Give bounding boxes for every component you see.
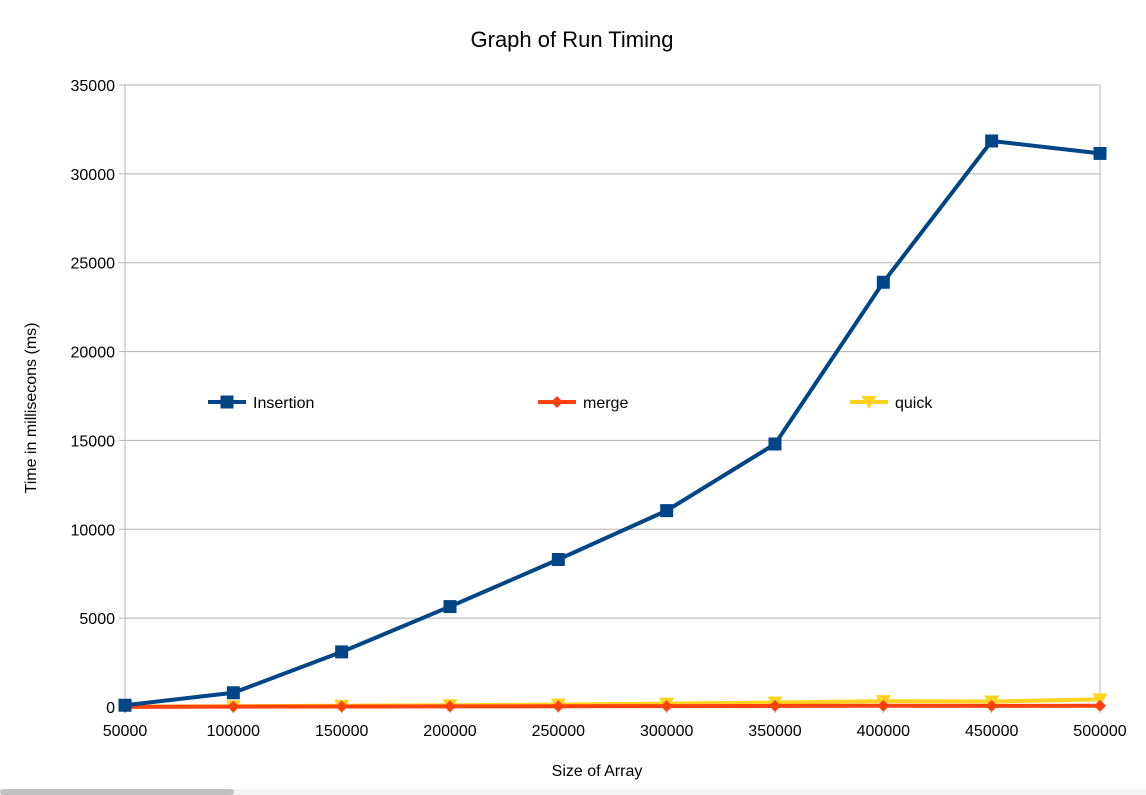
x-tick-label: 500000	[1073, 723, 1126, 740]
x-tick-label: 350000	[748, 723, 801, 740]
data-point-merge	[877, 699, 890, 712]
data-point-merge	[552, 700, 565, 713]
series-group	[117, 134, 1108, 714]
x-tick-label: 300000	[640, 723, 693, 740]
legend-label-merge: merge	[583, 395, 628, 412]
x-tick-label: 50000	[103, 723, 148, 740]
x-tick-label: 450000	[965, 723, 1018, 740]
legend-item-merge: merge	[538, 395, 628, 412]
y-tick-label: 15000	[71, 433, 116, 450]
chart-title: Graph of Run Timing	[471, 27, 674, 52]
data-point-merge	[335, 700, 348, 713]
horizontal-scrollbar-thumb[interactable]	[0, 789, 234, 795]
y-tick-label: 35000	[71, 78, 116, 95]
series-line-insertion	[123, 138, 1102, 708]
legend-swatch-marker	[861, 396, 877, 409]
x-axis-label: Size of Array	[552, 763, 643, 780]
data-point-insertion	[443, 600, 457, 614]
data-point-insertion	[768, 437, 782, 451]
data-point-insertion	[985, 134, 999, 148]
x-tick-label: 250000	[532, 723, 585, 740]
legend: Insertion merge quick	[208, 395, 933, 412]
y-tick-label: 25000	[71, 256, 116, 273]
y-axis-ticks: 0 5000 10000 15000 20000 25000 30000 35000	[71, 78, 125, 717]
series-quick	[117, 693, 1108, 714]
data-point-insertion	[335, 645, 349, 659]
x-tick-label: 150000	[315, 723, 368, 740]
legend-item-quick: quick	[850, 395, 933, 412]
legend-label-quick: quick	[895, 395, 933, 412]
data-point-insertion	[118, 698, 132, 712]
data-point-merge	[227, 700, 240, 713]
data-point-merge	[985, 699, 998, 712]
x-axis-ticks: 50000 100000 150000 200000 250000 300000 35000…	[103, 707, 1127, 740]
series-line-merge	[123, 703, 1102, 709]
data-point-insertion	[1093, 146, 1107, 160]
y-tick-label: 0	[106, 700, 115, 717]
data-point-insertion	[660, 504, 674, 518]
data-point-insertion	[876, 275, 890, 289]
x-tick-label: 100000	[207, 723, 260, 740]
data-point-merge	[769, 699, 781, 712]
legend-swatch-marker	[220, 395, 234, 409]
data-point-insertion	[226, 686, 240, 700]
data-point-merge	[660, 700, 673, 713]
legend-swatch-marker	[551, 396, 563, 408]
series-insertion	[118, 134, 1107, 712]
y-axis-label: Time in millisecons (ms)	[23, 323, 40, 494]
horizontal-scrollbar-track[interactable]	[0, 789, 1146, 795]
data-point-insertion	[551, 552, 565, 566]
x-tick-label: 200000	[423, 723, 476, 740]
data-point-merge	[1094, 699, 1106, 712]
legend-item-insertion: Insertion	[208, 395, 314, 412]
data-point-merge	[444, 700, 456, 713]
x-tick-label: 400000	[857, 723, 910, 740]
y-tick-label: 30000	[71, 167, 116, 184]
y-tick-label: 5000	[79, 611, 115, 628]
y-tick-label: 20000	[71, 345, 116, 362]
legend-label-insertion: Insertion	[253, 395, 314, 412]
y-tick-label: 10000	[71, 522, 116, 539]
gridlines	[124, 84, 1101, 708]
